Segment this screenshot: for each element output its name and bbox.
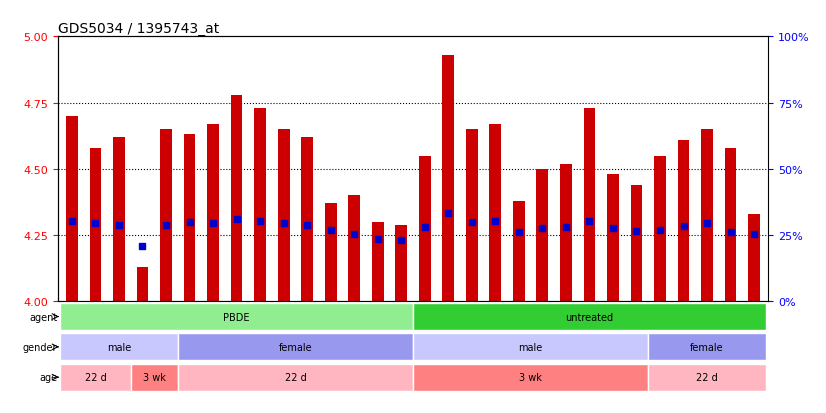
Text: 3 wk: 3 wk <box>520 372 542 382</box>
Bar <box>466 130 477 301</box>
Text: 22 d: 22 d <box>284 372 306 382</box>
Bar <box>396 225 407 301</box>
Bar <box>349 196 360 301</box>
Bar <box>701 130 713 301</box>
Bar <box>748 214 760 301</box>
Bar <box>183 135 196 301</box>
Bar <box>301 138 313 301</box>
Bar <box>677 140 690 301</box>
Bar <box>630 185 643 301</box>
Text: 22 d: 22 d <box>84 372 107 382</box>
Bar <box>325 204 336 301</box>
Bar <box>66 116 78 301</box>
Bar <box>254 109 266 301</box>
Bar <box>131 363 178 391</box>
Bar <box>413 303 766 330</box>
Bar <box>89 148 102 301</box>
Bar <box>413 363 648 391</box>
Bar <box>136 267 149 301</box>
Text: female: female <box>691 342 724 352</box>
Text: agent: agent <box>29 312 57 322</box>
Bar <box>654 156 666 301</box>
Bar <box>648 333 766 361</box>
Bar <box>413 333 648 361</box>
Bar <box>560 164 572 301</box>
Text: female: female <box>278 342 312 352</box>
Text: male: male <box>519 342 543 352</box>
Bar <box>419 156 430 301</box>
Bar <box>278 130 289 301</box>
Text: male: male <box>107 342 131 352</box>
Bar <box>537 169 548 301</box>
Text: PBDE: PBDE <box>223 312 249 322</box>
Bar <box>648 363 766 391</box>
Bar <box>60 363 131 391</box>
Bar <box>230 95 243 301</box>
Bar <box>513 201 525 301</box>
Bar <box>60 333 178 361</box>
Text: GDS5034 / 1395743_at: GDS5034 / 1395743_at <box>58 22 219 36</box>
Text: untreated: untreated <box>565 312 614 322</box>
Bar <box>490 124 501 301</box>
Bar <box>178 363 413 391</box>
Text: 22 d: 22 d <box>696 372 718 382</box>
Text: gender: gender <box>23 342 57 352</box>
Bar <box>60 303 413 330</box>
Text: 3 wk: 3 wk <box>143 372 166 382</box>
Bar <box>583 109 596 301</box>
Bar <box>724 148 737 301</box>
Text: age: age <box>39 372 57 382</box>
Bar <box>178 333 413 361</box>
Bar <box>372 222 383 301</box>
Bar <box>607 175 619 301</box>
Bar <box>207 124 219 301</box>
Bar <box>113 138 125 301</box>
Bar <box>443 56 454 301</box>
Bar <box>160 130 172 301</box>
